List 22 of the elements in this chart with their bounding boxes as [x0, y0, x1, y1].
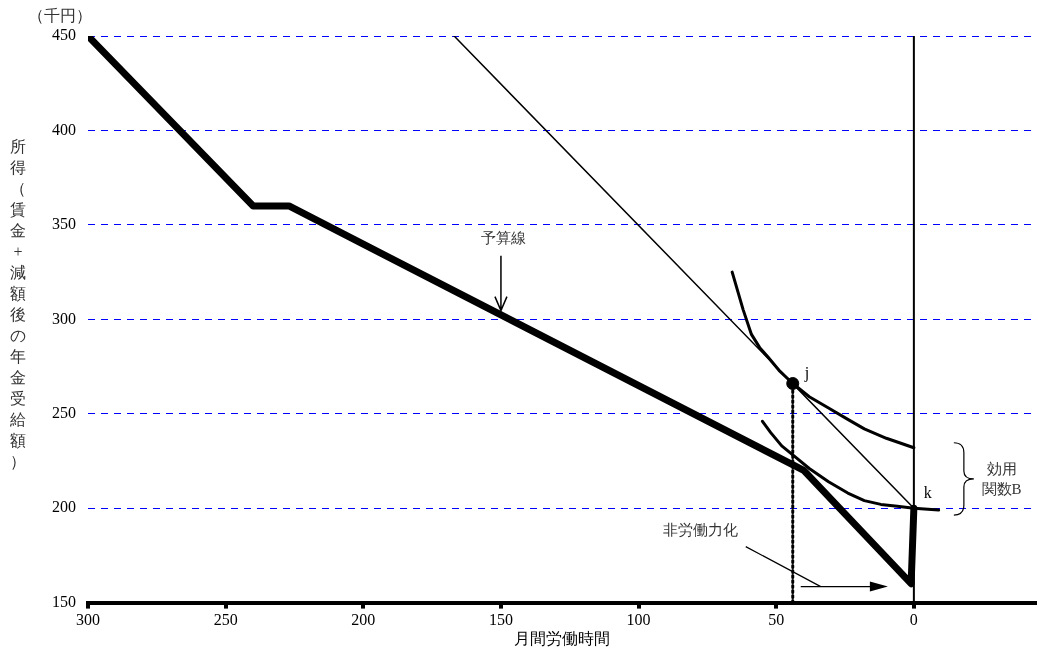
y-tick-label: 450 — [52, 26, 76, 44]
annotation: 予算線 — [480, 228, 526, 248]
x-tick-label: 0 — [909, 611, 918, 629]
y-tick-label: 400 — [52, 120, 76, 138]
annotation: 非労働力化 — [662, 520, 738, 540]
y-tick-label: 300 — [52, 309, 76, 327]
x-axis-title: 月間労働時間 — [513, 629, 610, 647]
x-tick-label: 300 — [76, 611, 100, 629]
annotation: j — [804, 363, 810, 382]
text: 所得（賃金+減額後の年金受給額） — [10, 138, 26, 470]
x-tick-label: 250 — [213, 611, 238, 629]
y-tick-label: 250 — [52, 403, 76, 421]
annotation: 効用関数B — [980, 459, 1023, 499]
annotation: k — [923, 484, 932, 503]
y-tick-label: 350 — [52, 215, 76, 233]
x-tick-label: 200 — [351, 611, 376, 629]
y-tick-label: 150 — [52, 592, 76, 610]
x-tick-label: 50 — [768, 611, 785, 629]
text: （千円） — [28, 6, 92, 26]
y-tick-label: 200 — [52, 498, 76, 516]
x-tick-label: 100 — [626, 611, 651, 629]
x-tick-label: 150 — [488, 611, 513, 629]
